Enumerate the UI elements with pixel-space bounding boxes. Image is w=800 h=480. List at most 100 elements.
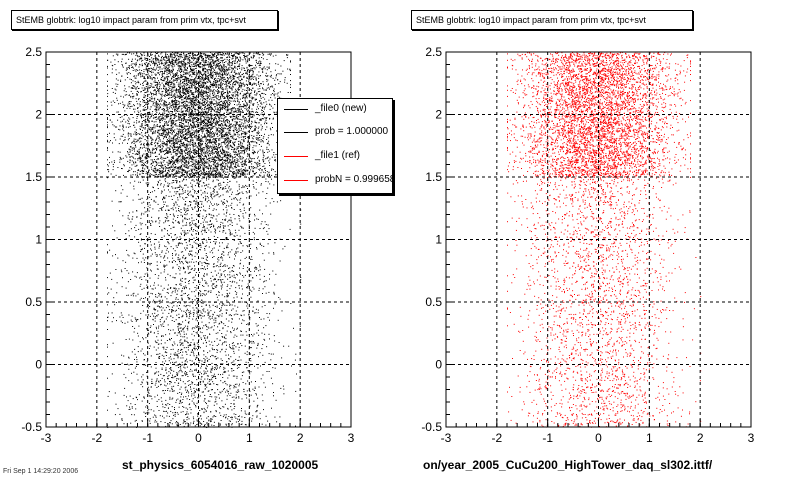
data-point bbox=[187, 53, 189, 55]
data-point bbox=[159, 103, 161, 105]
data-point bbox=[270, 76, 272, 78]
data-point bbox=[143, 109, 145, 111]
data-point bbox=[151, 79, 153, 81]
data-point bbox=[128, 117, 130, 119]
data-point bbox=[178, 103, 180, 105]
data-point bbox=[210, 86, 212, 87]
data-point bbox=[246, 73, 248, 75]
data-point bbox=[183, 101, 185, 103]
data-point bbox=[267, 137, 269, 139]
data-point bbox=[161, 59, 163, 61]
data-point bbox=[186, 125, 188, 127]
data-point bbox=[227, 162, 229, 164]
data-point bbox=[245, 101, 246, 103]
data-point bbox=[174, 131, 175, 133]
data-point bbox=[229, 64, 231, 66]
data-point bbox=[207, 100, 209, 102]
data-point bbox=[158, 113, 160, 115]
data-point bbox=[179, 117, 181, 118]
data-point bbox=[145, 67, 147, 69]
data-point bbox=[181, 118, 183, 120]
data-point bbox=[174, 143, 176, 145]
data-point bbox=[171, 156, 173, 158]
data-point bbox=[156, 66, 158, 68]
data-point bbox=[136, 90, 138, 92]
data-point bbox=[257, 130, 259, 132]
data-point bbox=[110, 101, 112, 103]
data-point bbox=[199, 146, 201, 148]
data-point bbox=[174, 76, 176, 77]
data-point bbox=[167, 69, 169, 70]
data-point bbox=[112, 163, 114, 165]
data-point bbox=[157, 117, 159, 119]
data-point bbox=[264, 152, 265, 153]
data-point bbox=[269, 63, 271, 65]
data-point bbox=[178, 172, 180, 174]
data-point bbox=[150, 154, 152, 156]
data-point bbox=[220, 115, 222, 117]
data-point bbox=[186, 78, 188, 80]
data-point bbox=[169, 72, 171, 74]
data-point bbox=[197, 121, 199, 123]
data-point bbox=[234, 111, 236, 113]
data-point bbox=[204, 111, 206, 113]
data-point bbox=[222, 53, 224, 55]
data-point bbox=[268, 171, 270, 173]
data-point bbox=[210, 110, 212, 112]
data-point bbox=[208, 119, 210, 121]
data-point bbox=[161, 93, 163, 95]
data-point bbox=[177, 150, 179, 152]
data-point bbox=[111, 64, 113, 66]
data-point bbox=[158, 132, 160, 134]
data-point bbox=[201, 66, 203, 68]
data-point bbox=[163, 108, 165, 109]
data-point bbox=[211, 171, 213, 173]
data-point bbox=[172, 103, 174, 105]
data-point bbox=[216, 149, 218, 150]
data-point bbox=[190, 175, 192, 177]
data-point bbox=[130, 135, 132, 137]
data-point bbox=[225, 151, 227, 153]
data-point bbox=[128, 86, 130, 88]
data-point bbox=[130, 95, 132, 97]
data-point bbox=[287, 54, 289, 56]
data-point bbox=[155, 92, 157, 94]
data-point bbox=[196, 131, 198, 133]
data-point bbox=[229, 167, 230, 169]
data-point bbox=[215, 67, 216, 69]
data-point bbox=[195, 121, 197, 123]
data-point bbox=[263, 159, 265, 161]
data-point bbox=[249, 117, 251, 119]
data-point bbox=[269, 53, 271, 55]
data-point bbox=[208, 168, 209, 170]
data-point bbox=[175, 171, 177, 173]
data-point bbox=[222, 172, 224, 174]
data-point bbox=[222, 87, 224, 89]
data-point bbox=[205, 71, 206, 72]
data-point bbox=[186, 108, 188, 110]
data-point bbox=[141, 121, 143, 123]
data-point bbox=[249, 134, 251, 136]
data-point bbox=[236, 129, 238, 131]
data-point bbox=[195, 166, 197, 168]
data-point bbox=[237, 92, 239, 94]
data-point bbox=[167, 70, 169, 71]
data-point bbox=[199, 98, 201, 100]
data-point bbox=[174, 166, 176, 168]
data-point bbox=[140, 126, 142, 128]
data-point bbox=[257, 127, 259, 129]
data-point bbox=[231, 58, 233, 60]
data-point bbox=[212, 54, 214, 56]
data-point bbox=[191, 133, 193, 135]
data-point bbox=[178, 159, 180, 161]
data-point bbox=[162, 109, 164, 111]
data-point bbox=[190, 139, 192, 141]
data-point bbox=[188, 114, 190, 116]
data-point bbox=[166, 58, 168, 59]
data-point bbox=[172, 164, 173, 166]
data-point bbox=[233, 72, 235, 73]
data-point bbox=[139, 141, 141, 143]
data-point bbox=[189, 142, 191, 144]
data-point bbox=[272, 134, 274, 136]
data-point bbox=[237, 82, 239, 84]
